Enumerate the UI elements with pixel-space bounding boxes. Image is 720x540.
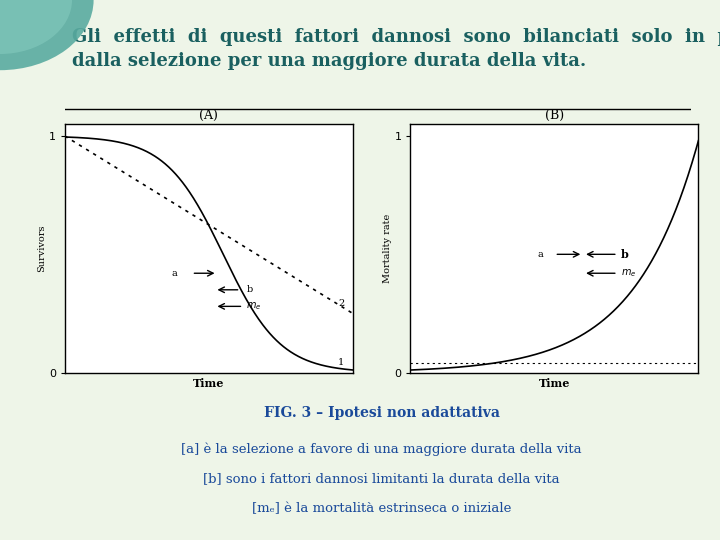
Text: $m_e$: $m_e$: [621, 267, 636, 279]
Text: [b] sono i fattori dannosi limitanti la durata della vita: [b] sono i fattori dannosi limitanti la …: [203, 472, 560, 485]
Text: [mₑ] è la mortalità estrinseca o iniziale: [mₑ] è la mortalità estrinseca o inizial…: [252, 502, 511, 515]
Text: b: b: [246, 285, 253, 294]
Text: 2: 2: [338, 299, 344, 308]
Y-axis label: Survivors: Survivors: [37, 225, 46, 272]
Title: (A): (A): [199, 109, 218, 122]
Text: a: a: [171, 269, 177, 278]
Text: a: a: [537, 250, 543, 259]
Text: [a] è la selezione a favore di una maggiore durata della vita: [a] è la selezione a favore di una maggi…: [181, 443, 582, 456]
Text: FIG. 3 – Ipotesi non adattativa: FIG. 3 – Ipotesi non adattativa: [264, 406, 500, 420]
Text: b: b: [621, 249, 629, 260]
Text: Gli  effetti  di  questi  fattori  dannosi  sono  bilanciati  solo  in  parte
da: Gli effetti di questi fattori dannosi so…: [72, 28, 720, 70]
Text: 1: 1: [338, 358, 344, 367]
X-axis label: Time: Time: [193, 378, 225, 389]
Text: $m_e$: $m_e$: [246, 300, 261, 312]
Y-axis label: Mortality rate: Mortality rate: [382, 214, 392, 283]
Title: (B): (B): [545, 109, 564, 122]
X-axis label: Time: Time: [539, 378, 570, 389]
